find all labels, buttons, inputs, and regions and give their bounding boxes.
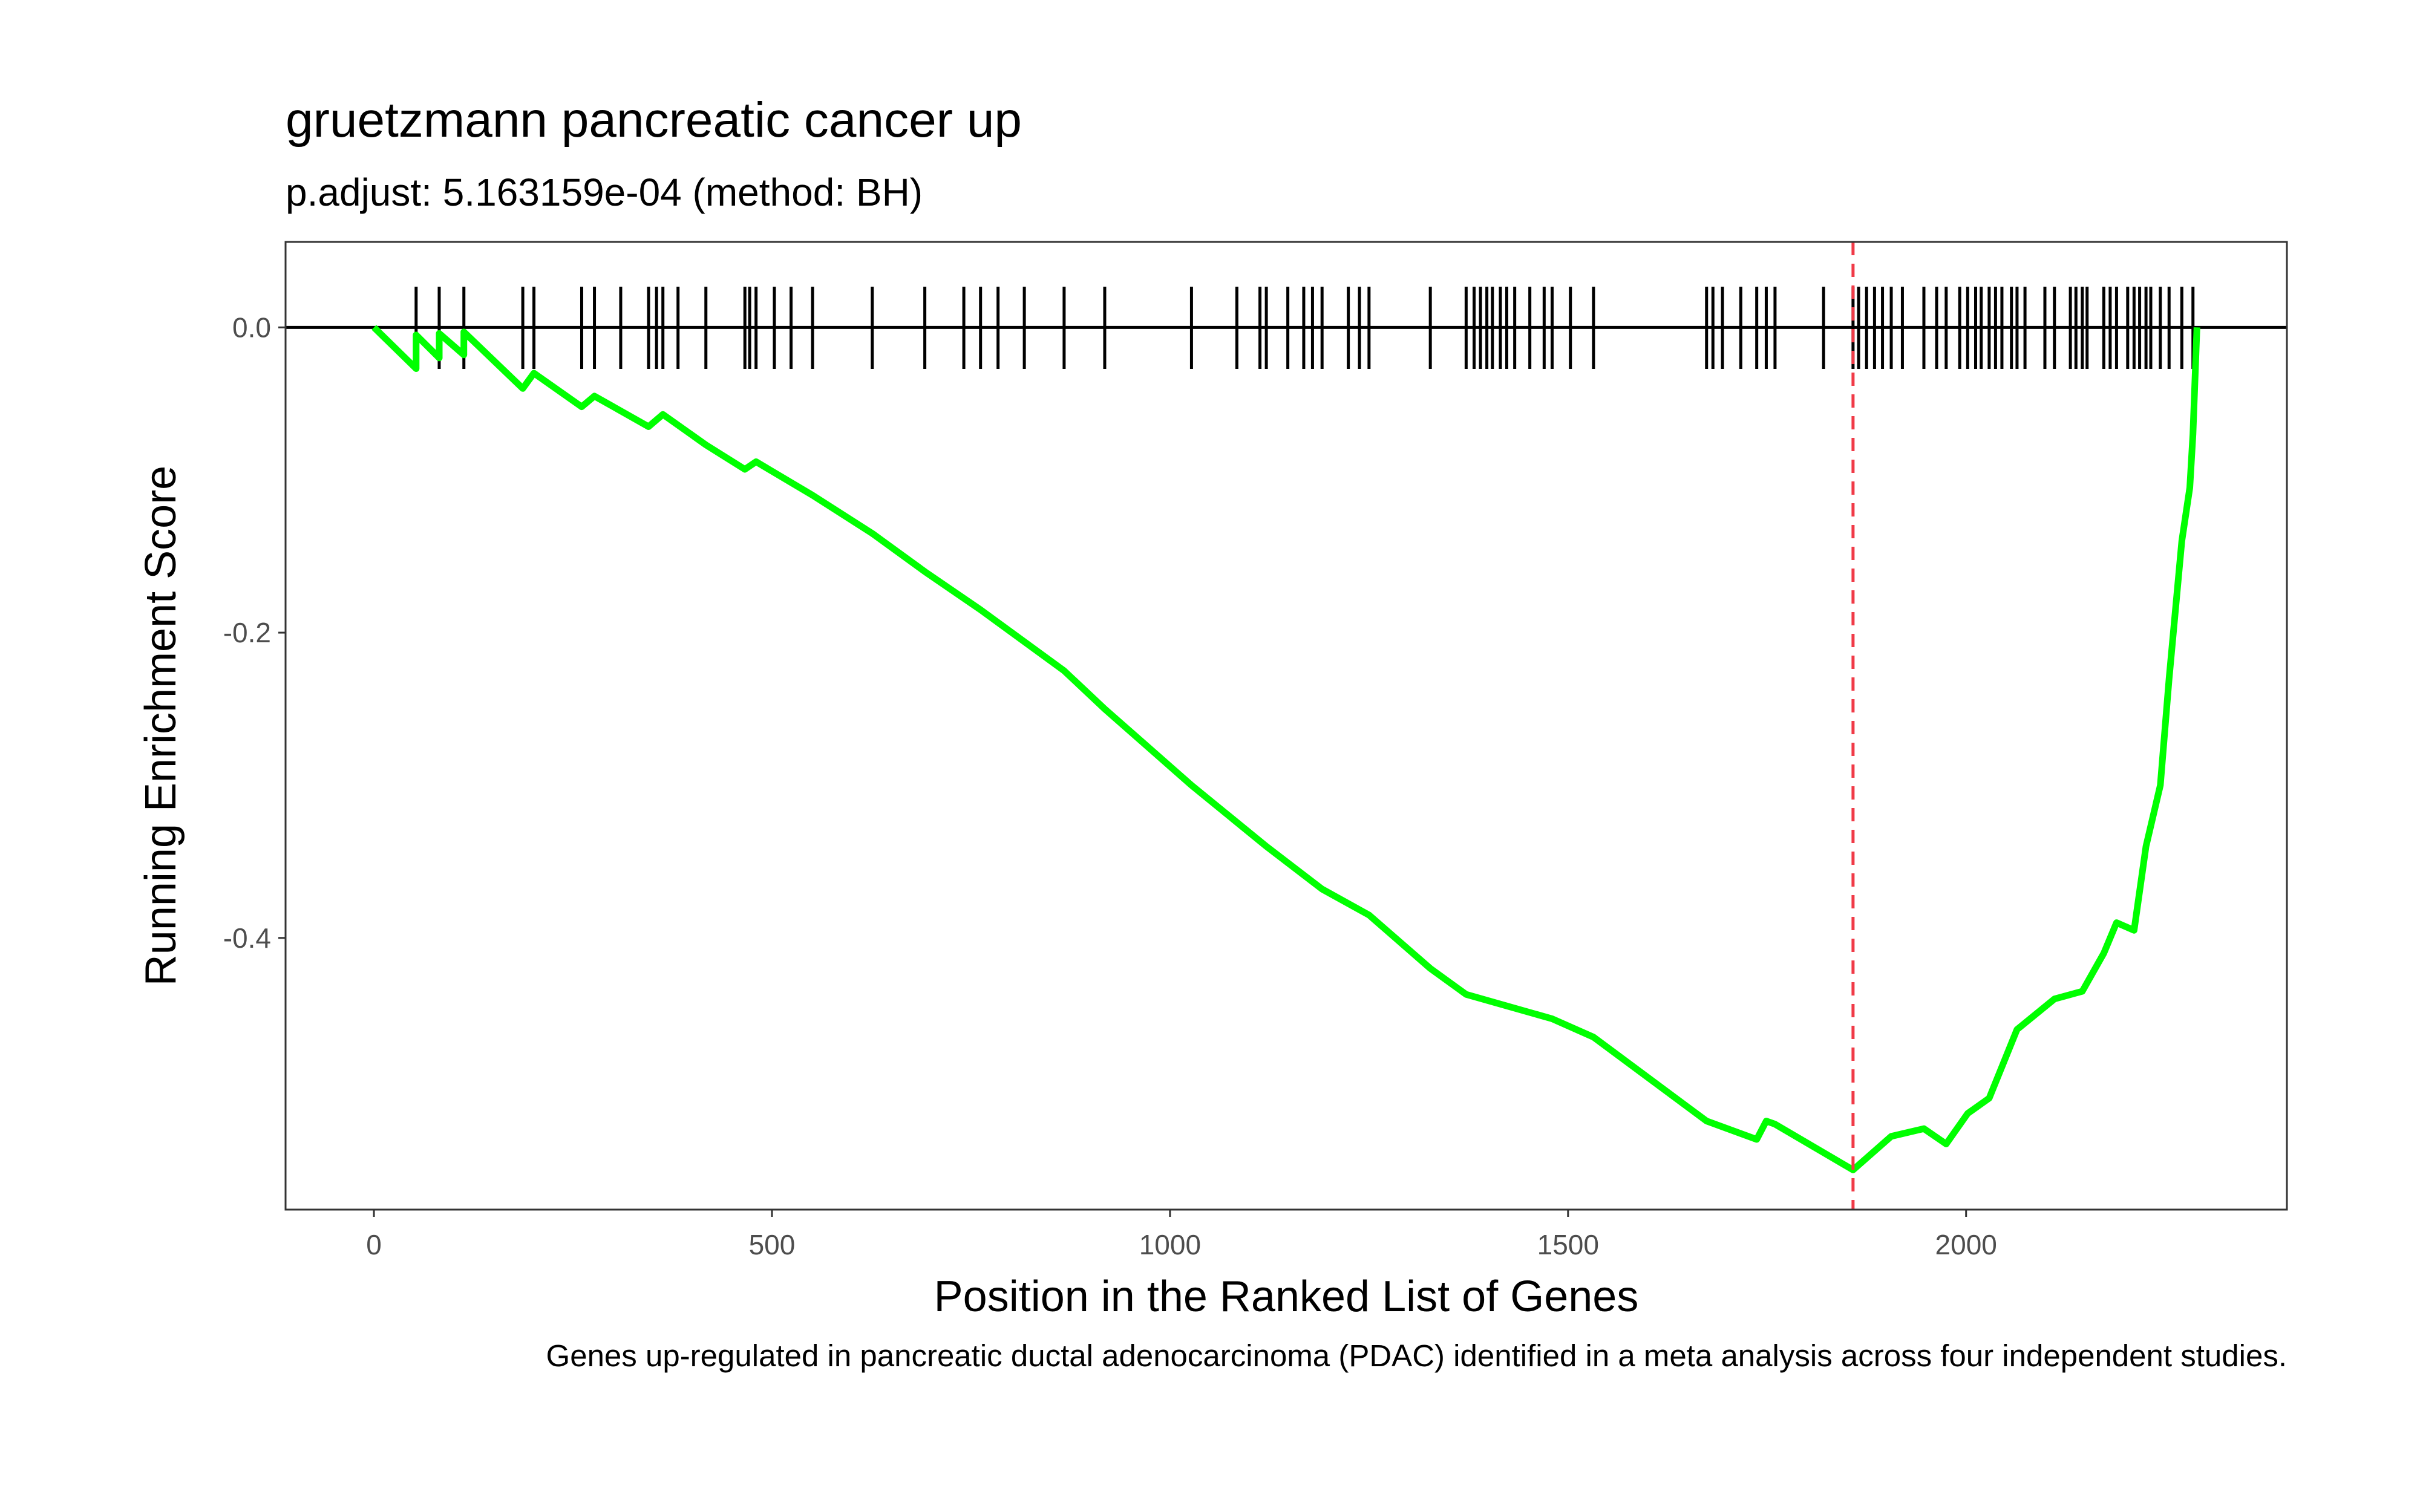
y-tick-label: -0.2: [223, 617, 271, 648]
x-tick-label: 1500: [1537, 1229, 1599, 1260]
y-axis-label: Running Enrichment Score: [137, 466, 185, 986]
y-tick-label: 0.0: [232, 311, 271, 343]
plot-border: [284, 241, 2288, 1211]
x-tick-label: 500: [749, 1229, 796, 1260]
x-tick-label: 0: [366, 1229, 382, 1260]
y-tick-label: -0.4: [223, 922, 271, 954]
chart-title: gruetzmann pancreatic cancer up: [286, 93, 1022, 148]
x-axis-label: Position in the Ranked List of Genes: [934, 1272, 1639, 1321]
x-tick-label: 2000: [1935, 1229, 1997, 1260]
es-line: [371, 325, 2200, 1173]
x-tick-label: 1000: [1139, 1229, 1201, 1260]
caption: Genes up-regulated in pancreatic ductal …: [546, 1338, 2287, 1373]
plot-background: [286, 242, 2287, 1210]
chart-subtitle: p.adjust: 5.163159e-04 (method: BH): [286, 171, 923, 214]
